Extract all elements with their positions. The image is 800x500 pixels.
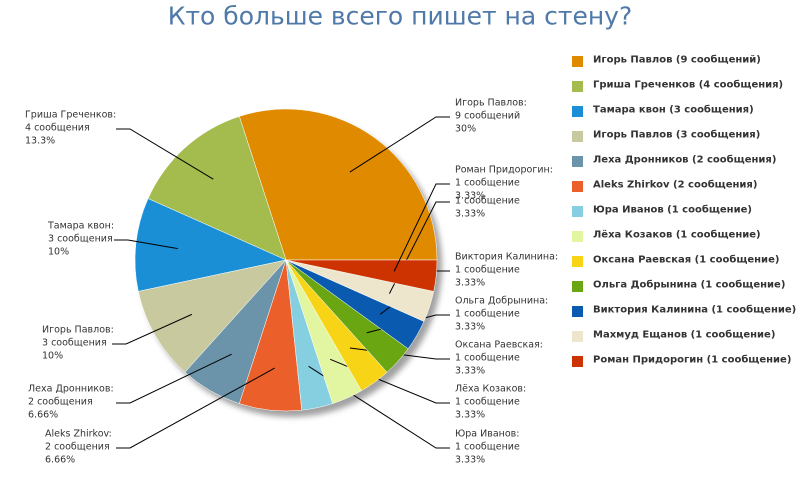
leader-line: [116, 367, 275, 449]
legend-swatch: [572, 181, 583, 192]
legend-label: Aleks Zhirkov (2 сообщения): [593, 178, 757, 190]
legend-label: Виктория Калинина (1 сообщение): [593, 303, 796, 315]
legend-swatch: [572, 231, 583, 242]
legend-label: Оксана Раевская (1 сообщение): [593, 253, 779, 265]
slice-value-label: 9 сообщений: [455, 110, 520, 121]
pie-slice: [285, 259, 438, 292]
slice-value-label: 2 сообщения: [28, 396, 93, 407]
chart-title: Кто больше всего пишет на стену?: [168, 1, 633, 30]
slice-percent-label: 10%: [42, 350, 63, 361]
slice-label-name: Игорь Павлов:: [42, 324, 114, 335]
slice-label-name: Ольга Добрынина:: [455, 295, 548, 306]
slice-label-name: Виктория Калинина:: [455, 251, 558, 262]
legend-label: Юра Иванов (1 сообщение): [593, 203, 752, 215]
slice-label-name: Роман Придорогин:: [455, 164, 553, 175]
slice-label-name: Aleks Zhirkov:: [45, 428, 112, 439]
legend-label: Игорь Павлов (3 сообщения): [593, 128, 760, 140]
leader-line: [116, 128, 214, 180]
slice-value-label: 3 сообщения: [42, 337, 107, 348]
pie-slice: [138, 259, 287, 373]
slice-label-name: Юра Иванов:: [455, 428, 519, 439]
pie-slice: [134, 198, 287, 292]
slice-percent-label: 30%: [455, 123, 476, 134]
legend-swatch: [572, 131, 583, 142]
legend-swatch: [572, 156, 583, 167]
slice-label-name: Игорь Павлов:: [455, 97, 527, 108]
slice-percent-label: 3.33%: [455, 321, 485, 332]
slice-percent-label: 3.33%: [455, 454, 485, 465]
legend-swatch: [572, 256, 583, 267]
legend-label: Махмуд Ещанов (1 сообщение): [593, 328, 775, 340]
leader-line: [112, 313, 193, 345]
leader-line: [114, 239, 178, 250]
slice-value-label: 1 сообщение: [455, 195, 520, 206]
pie-slice: [147, 116, 287, 261]
slice-value-label: 4 сообщения: [25, 122, 90, 133]
leader-line: [393, 183, 450, 272]
legend-label: Гриша Греченков (4 сообщения): [593, 78, 783, 90]
slice-percent-label: 13.3%: [25, 135, 55, 146]
slice-percent-label: 6.66%: [28, 409, 58, 420]
legend-swatch: [572, 56, 583, 67]
legend-label: Леха Дронников (2 сообщения): [593, 153, 776, 165]
slice-percent-label: 6.66%: [45, 454, 75, 465]
legend-label: Лёха Козаков (1 сообщение): [593, 228, 761, 240]
slice-value-label: 1 сообщение: [455, 308, 520, 319]
legend-swatch: [572, 356, 583, 367]
leader-line: [116, 353, 232, 404]
slice-percent-label: 3.33%: [455, 365, 485, 376]
legend-label: Ольга Добрынина (1 сообщение): [593, 278, 785, 290]
slice-label-name: Гриша Греченков:: [25, 109, 116, 120]
slice-value-label: 3 сообщения: [48, 233, 113, 244]
slice-label-name: Лёха Козаков:: [455, 383, 526, 394]
slice-value-label: 1 сообщение: [455, 396, 520, 407]
slice-label-name: Оксана Раевская:: [455, 339, 543, 350]
legend-label: Игорь Павлов (9 сообщений): [593, 53, 761, 65]
slice-percent-label: 3.33%: [455, 208, 485, 219]
legend-label: Тамара квон (3 сообщения): [593, 103, 754, 115]
slice-value-label: 1 сообщение: [455, 441, 520, 452]
legend-swatch: [572, 81, 583, 92]
slice-value-label: 2 сообщения: [45, 441, 110, 452]
slice-percent-label: 3.33%: [455, 190, 485, 201]
slice-percent-label: 3.33%: [455, 409, 485, 420]
slice-value-label: 1 сообщение: [455, 177, 520, 188]
slice-percent-label: 3.33%: [455, 277, 485, 288]
slice-label-name: Леха Дронников:: [28, 383, 114, 394]
slice-label-name: Тамара квон:: [47, 220, 114, 231]
slice-value-label: 1 сообщение: [455, 352, 520, 363]
legend-label: Роман Придорогин (1 сообщение): [593, 353, 791, 365]
legend-swatch: [572, 106, 583, 117]
legend-swatch: [572, 331, 583, 342]
legend-swatch: [572, 306, 583, 317]
legend-swatch: [572, 206, 583, 217]
pie-slice: [239, 108, 438, 261]
leader-line: [349, 116, 450, 173]
slice-value-label: 1 сообщение: [455, 264, 520, 275]
legend-swatch: [572, 281, 583, 292]
slice-percent-label: 10%: [48, 246, 69, 257]
